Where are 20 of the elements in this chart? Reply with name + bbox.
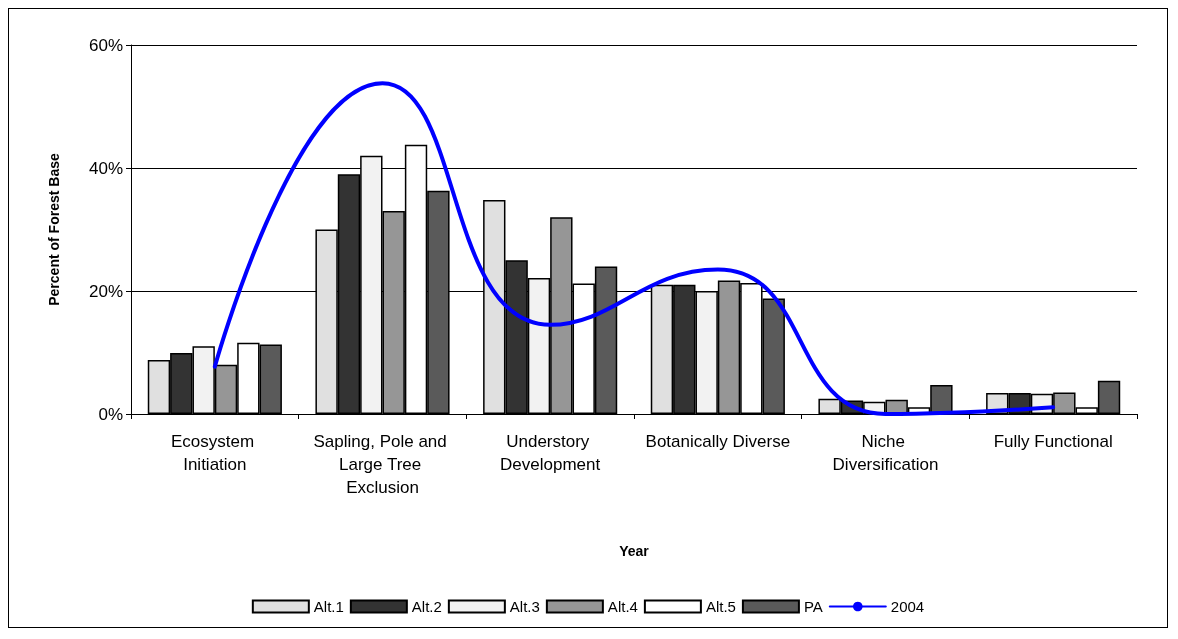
- x-axis-title: Year: [619, 543, 650, 559]
- y-tick-label: 0%: [98, 404, 123, 424]
- legend-label: Alt.3: [509, 598, 540, 615]
- x-tick-label: Understory Development: [500, 432, 601, 474]
- line-series: [212, 81, 1056, 416]
- legend-label: Alt.2: [411, 598, 442, 615]
- y-tick-label: 20%: [88, 281, 123, 301]
- y-axis-title: Percent of Forest Base: [46, 153, 62, 306]
- x-tick-label: Niche Diversification: [832, 432, 939, 474]
- x-tick-label: Fully Functional: [993, 432, 1113, 451]
- legend-label: Alt.5: [705, 598, 736, 615]
- legend-label: PA: [803, 598, 823, 615]
- y-tick-label: 60%: [88, 35, 123, 55]
- x-tick-label: Ecosystem Initiation: [170, 432, 259, 474]
- x-tick-label: Botanically Diverse: [645, 432, 791, 451]
- legend-label: Alt.1: [313, 598, 344, 615]
- y-tick-label: 40%: [88, 158, 123, 178]
- legend-label: Alt.4: [607, 598, 638, 615]
- x-tick-label: Sapling, Pole and Large Tree Exclusion: [313, 432, 452, 497]
- legend-label: 2004: [890, 598, 925, 615]
